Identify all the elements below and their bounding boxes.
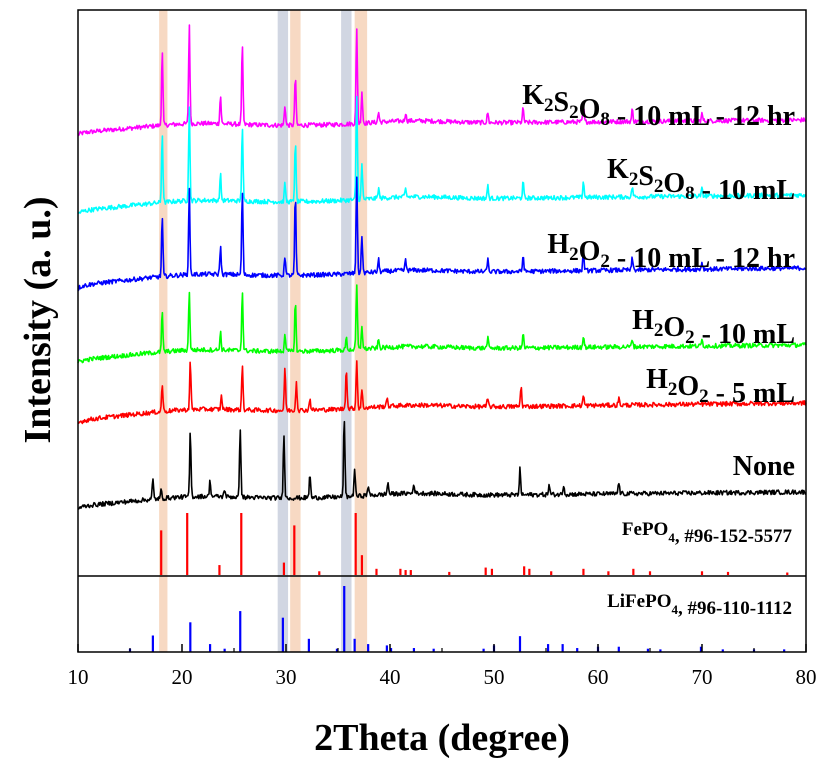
reference-label-2: LiFePO4, #96-110-1112 — [607, 591, 792, 619]
series-line-5 — [77, 360, 807, 425]
series-label-1: K2S2O8 - 10 mL - 12 hr — [522, 80, 795, 132]
y-axis-title: Intensity (a. u.) — [17, 196, 59, 443]
x-tick-label: 30 — [276, 665, 297, 689]
x-tick-label: 10 — [68, 665, 89, 689]
series-line-6 — [77, 420, 807, 510]
series-labels: FePO4, #96-152-5577 LiFePO4, #96-110-1112… — [522, 80, 795, 619]
reference-patterns — [128, 513, 789, 652]
x-tick-label: 60 — [588, 665, 609, 689]
x-axis-title: 2Theta (degree) — [314, 717, 570, 759]
series-label-6: None — [733, 451, 795, 482]
x-tick-label: 50 — [484, 665, 505, 689]
reference-label-1: FePO4, #96-152-5577 — [622, 519, 793, 547]
series-label-5: H2O2 - 5 mL — [646, 364, 795, 409]
series-line-3 — [77, 176, 807, 292]
xrd-series — [77, 24, 807, 510]
highlight-band-4 — [341, 10, 352, 652]
x-tick-label: 20 — [172, 665, 193, 689]
x-tick-label: 40 — [380, 665, 401, 689]
highlight-band-3 — [290, 10, 301, 652]
series-label-2: K2S2O8 - 10 mL — [607, 154, 795, 206]
series-line-2 — [77, 95, 807, 215]
x-axis-ticks: 10 20 30 40 50 60 70 80 — [68, 644, 817, 689]
x-tick-label: 70 — [692, 665, 713, 689]
series-label-4: H2O2 - 10 mL — [632, 305, 795, 350]
series-line-1 — [77, 24, 807, 137]
series-line-4 — [77, 284, 807, 364]
x-tick-label: 80 — [796, 665, 817, 689]
highlight-band-2 — [277, 10, 289, 652]
reference-1 — [160, 513, 789, 575]
reference-2 — [128, 586, 786, 652]
series-label-3: H2O2 - 10 mL - 12 hr — [547, 229, 795, 274]
